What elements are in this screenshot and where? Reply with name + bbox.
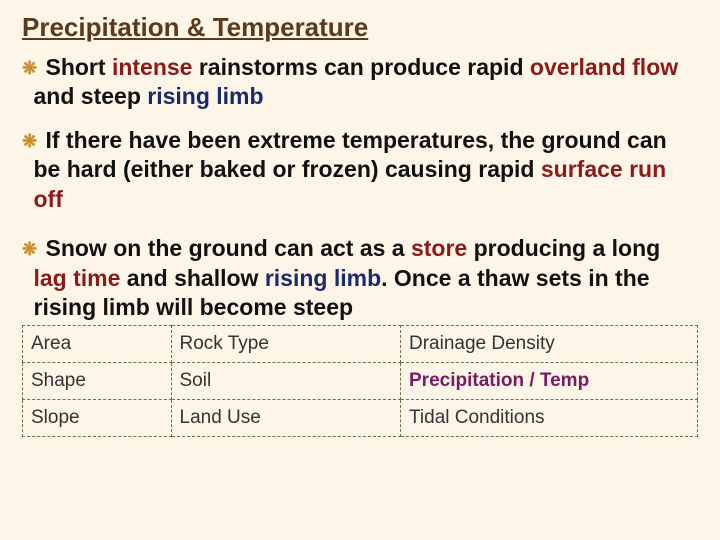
table-cell[interactable]: Area — [23, 325, 172, 362]
bullet-marker-icon: ❋ — [22, 238, 37, 261]
bullet-item: ❋ If there have been extreme temperature… — [22, 126, 698, 214]
table-cell[interactable]: Tidal Conditions — [401, 399, 698, 436]
bullet-text: Short — [45, 54, 111, 80]
table-cell-active[interactable]: Precipitation / Temp — [401, 362, 698, 399]
table-cell[interactable]: Land Use — [171, 399, 401, 436]
bullet-text: and steep — [34, 83, 148, 109]
bullet-item: ❋ Short intense rainstorms can produce r… — [22, 53, 698, 112]
bullet-text: rainstorms can produce rapid — [192, 54, 529, 80]
table-row: Slope Land Use Tidal Conditions — [23, 399, 698, 436]
bullet-text: and shallow — [120, 265, 264, 291]
table-row: Area Rock Type Drainage Density — [23, 325, 698, 362]
table-cell[interactable]: Rock Type — [171, 325, 401, 362]
bullet-text: producing a long — [467, 235, 660, 261]
table-row: Shape Soil Precipitation / Temp — [23, 362, 698, 399]
bullet-marker-icon: ❋ — [22, 57, 37, 80]
highlight-term: rising limb — [147, 83, 263, 109]
page-title: Precipitation & Temperature — [22, 12, 698, 43]
highlight-term: store — [411, 235, 467, 261]
highlight-term: lag time — [34, 265, 121, 291]
highlight-term: rising limb — [265, 265, 381, 291]
highlight-term: overland flow — [530, 54, 678, 80]
bullet-marker-icon: ❋ — [22, 130, 37, 153]
table-cell[interactable]: Shape — [23, 362, 172, 399]
table-cell[interactable]: Slope — [23, 399, 172, 436]
table-cell[interactable]: Drainage Density — [401, 325, 698, 362]
factors-table: Area Rock Type Drainage Density Shape So… — [22, 325, 698, 437]
bullet-item: ❋ Snow on the ground can act as a store … — [22, 234, 698, 322]
highlight-term: intense — [112, 54, 193, 80]
table-cell[interactable]: Soil — [171, 362, 401, 399]
bullet-text: Snow on the ground can act as a — [45, 235, 411, 261]
